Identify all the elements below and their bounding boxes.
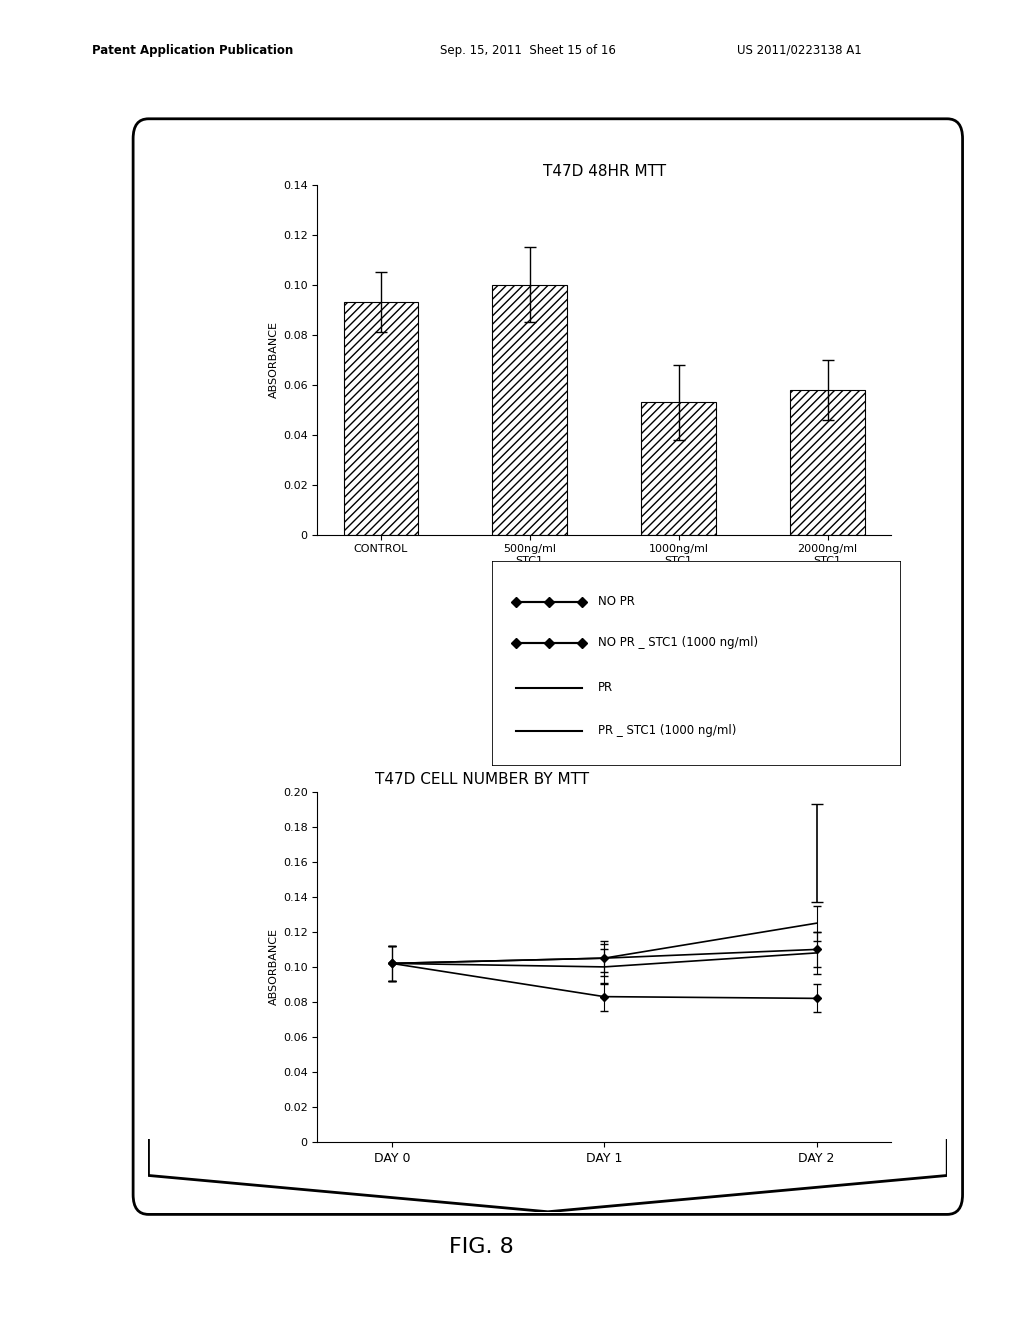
Bar — [493, 285, 567, 535]
Text: Sep. 15, 2011  Sheet 15 of 16: Sep. 15, 2011 Sheet 15 of 16 — [440, 44, 616, 57]
Text: PR _ STC1 (1000 ng/ml): PR _ STC1 (1000 ng/ml) — [598, 725, 736, 738]
Text: FIG. 8: FIG. 8 — [449, 1237, 514, 1258]
Text: NO PR: NO PR — [598, 595, 635, 609]
Bar — [343, 302, 418, 535]
Bar — [791, 389, 865, 535]
Bar — [641, 403, 716, 535]
Text: NO PR _ STC1 (1000 ng/ml): NO PR _ STC1 (1000 ng/ml) — [598, 636, 758, 649]
Text: T47D CELL NUMBER BY MTT: T47D CELL NUMBER BY MTT — [375, 772, 589, 787]
Y-axis label: ABSORBANCE: ABSORBANCE — [269, 321, 279, 399]
Y-axis label: ABSORBANCE: ABSORBANCE — [269, 928, 279, 1006]
Text: US 2011/0223138 A1: US 2011/0223138 A1 — [737, 44, 862, 57]
Text: Patent Application Publication: Patent Application Publication — [92, 44, 294, 57]
Title: T47D 48HR MTT: T47D 48HR MTT — [543, 165, 666, 180]
Text: PR: PR — [598, 681, 613, 694]
